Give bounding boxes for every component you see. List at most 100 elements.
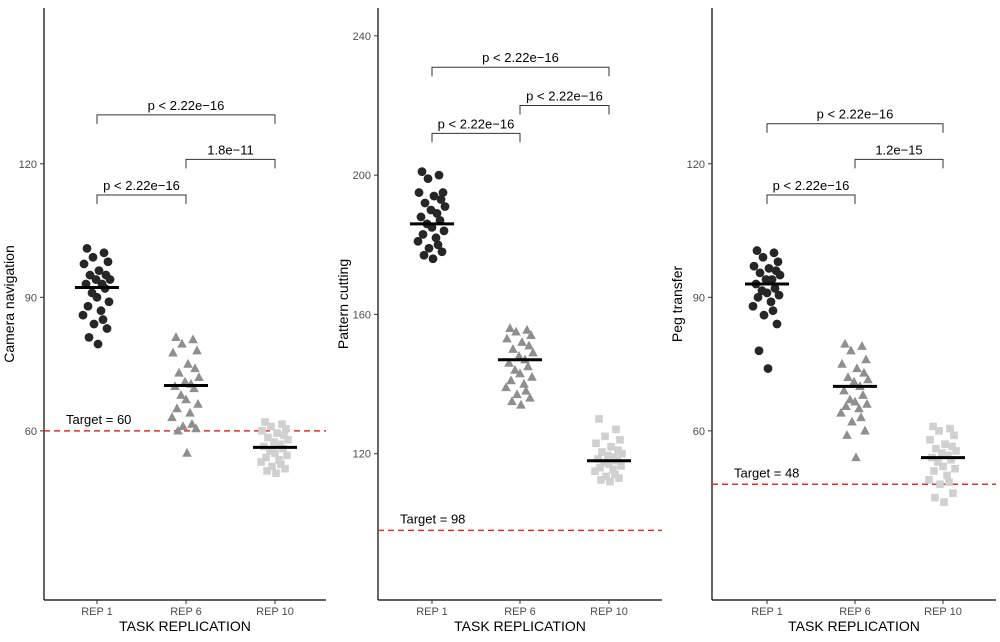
data-point (770, 284, 780, 293)
data-point (856, 412, 866, 422)
data-point (85, 270, 95, 280)
data-point (941, 440, 949, 449)
x-tick-label: REP 1 (416, 606, 448, 618)
data-point (614, 446, 622, 455)
data-point (440, 202, 450, 211)
x-axis-title: TASK REPLICATION (119, 618, 251, 634)
y-tick-label: 200 (353, 170, 371, 182)
data-point (748, 301, 758, 311)
data-point (432, 209, 442, 218)
data-point (617, 462, 625, 470)
data-point (521, 385, 531, 395)
data-point (595, 415, 603, 423)
data-point (752, 246, 762, 255)
target-label: Target = 98 (400, 511, 465, 526)
data-point (93, 339, 103, 349)
data-point (266, 447, 274, 455)
data-point (429, 191, 439, 201)
data-point (171, 332, 181, 341)
data-point (591, 467, 599, 475)
data-point (424, 243, 434, 253)
y-axis-title: Peg transfer (669, 266, 685, 343)
data-point (190, 363, 200, 373)
data-point (89, 319, 99, 329)
data-point (413, 236, 423, 246)
data-point (98, 315, 108, 324)
data-point (525, 392, 535, 402)
data-point (267, 422, 275, 431)
data-point (930, 467, 938, 475)
data-point (516, 399, 526, 409)
target-label: Target = 60 (66, 412, 131, 427)
x-tick-label: REP 6 (170, 606, 202, 618)
data-point (850, 396, 860, 406)
data-point (502, 333, 512, 343)
significance-label: p < 2.22e−16 (148, 98, 225, 113)
data-point (439, 226, 449, 236)
data-point (428, 254, 438, 264)
data-point (261, 418, 269, 426)
data-point (418, 229, 428, 239)
data-point (604, 451, 612, 460)
data-point (176, 390, 186, 399)
data-point (504, 358, 514, 367)
data-point (91, 275, 101, 284)
significance-bracket (96, 194, 187, 204)
data-point (173, 425, 183, 435)
data-point (861, 354, 871, 364)
y-tick-label: 60 (693, 426, 705, 438)
data-point (611, 470, 619, 479)
data-point (847, 416, 857, 426)
data-point (852, 363, 862, 373)
data-point (178, 421, 188, 431)
data-point (849, 376, 859, 386)
data-point (188, 334, 198, 344)
data-point (280, 431, 288, 440)
x-tick-label: REP 6 (839, 606, 871, 618)
data-point (264, 433, 272, 442)
data-point (94, 266, 104, 276)
data-point (277, 460, 285, 469)
data-point (612, 425, 620, 434)
y-tick-label: 120 (19, 159, 37, 171)
data-point (609, 465, 617, 474)
data-point (935, 427, 943, 435)
data-point (938, 449, 946, 457)
significance-bracket (185, 158, 276, 169)
significance-bracket (431, 66, 610, 77)
data-point (753, 292, 763, 302)
x-tick-label: REP 1 (751, 606, 783, 618)
data-point (191, 423, 201, 433)
data-point (527, 371, 537, 381)
data-point (763, 364, 773, 373)
significance-bracket (766, 123, 944, 133)
data-point (926, 435, 934, 444)
data-point (271, 449, 279, 457)
y-tick-label: 160 (353, 309, 371, 321)
data-point (78, 310, 88, 320)
data-point (187, 418, 197, 428)
significance-label: 1.8e−11 (207, 142, 253, 157)
data-point (512, 389, 522, 399)
data-point (766, 297, 776, 307)
data-point (83, 301, 93, 311)
data-point (859, 367, 869, 377)
significance-label: p < 2.22e−16 (773, 178, 850, 193)
significance-bracket (96, 114, 276, 124)
data-point (946, 424, 954, 433)
y-tick-label: 240 (353, 31, 371, 43)
significance-label: p < 2.22e−16 (482, 50, 559, 65)
data-point (862, 398, 872, 408)
data-point (773, 257, 783, 267)
data-point (764, 263, 774, 273)
data-point (597, 476, 605, 484)
data-point (755, 268, 765, 278)
data-point (193, 398, 203, 408)
data-point (939, 462, 947, 471)
data-point (258, 427, 266, 435)
data-point (594, 455, 602, 463)
data-point (858, 390, 868, 399)
data-point (189, 383, 199, 393)
